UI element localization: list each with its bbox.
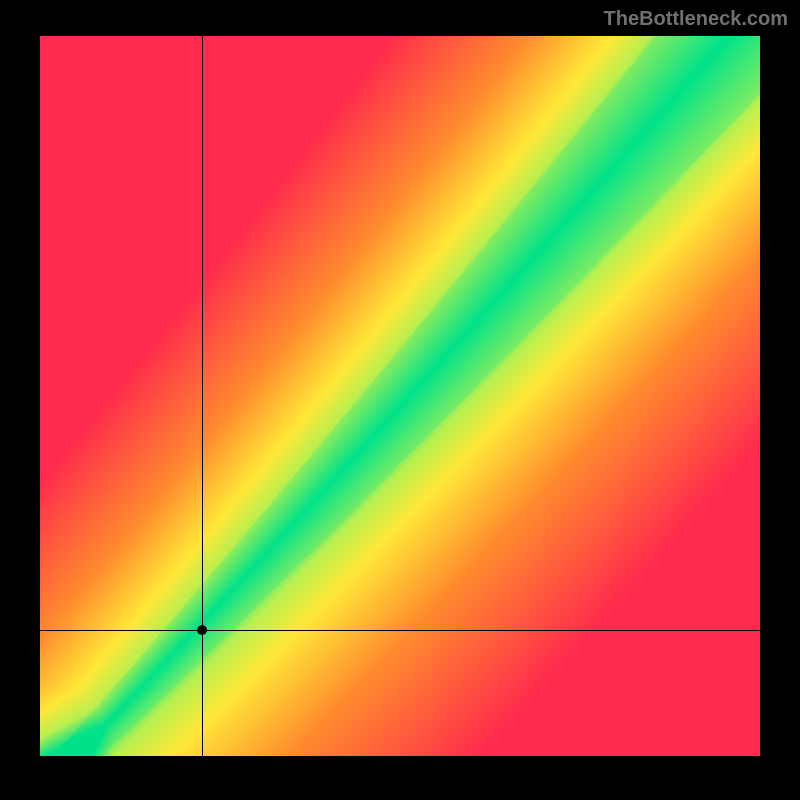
- heatmap-plot: [40, 36, 760, 756]
- crosshair-horizontal: [40, 630, 760, 631]
- heatmap-canvas: [40, 36, 760, 756]
- chart-container: TheBottleneck.com: [0, 0, 800, 800]
- marker-dot: [197, 625, 207, 635]
- attribution-label: TheBottleneck.com: [604, 8, 788, 31]
- crosshair-vertical: [202, 36, 203, 756]
